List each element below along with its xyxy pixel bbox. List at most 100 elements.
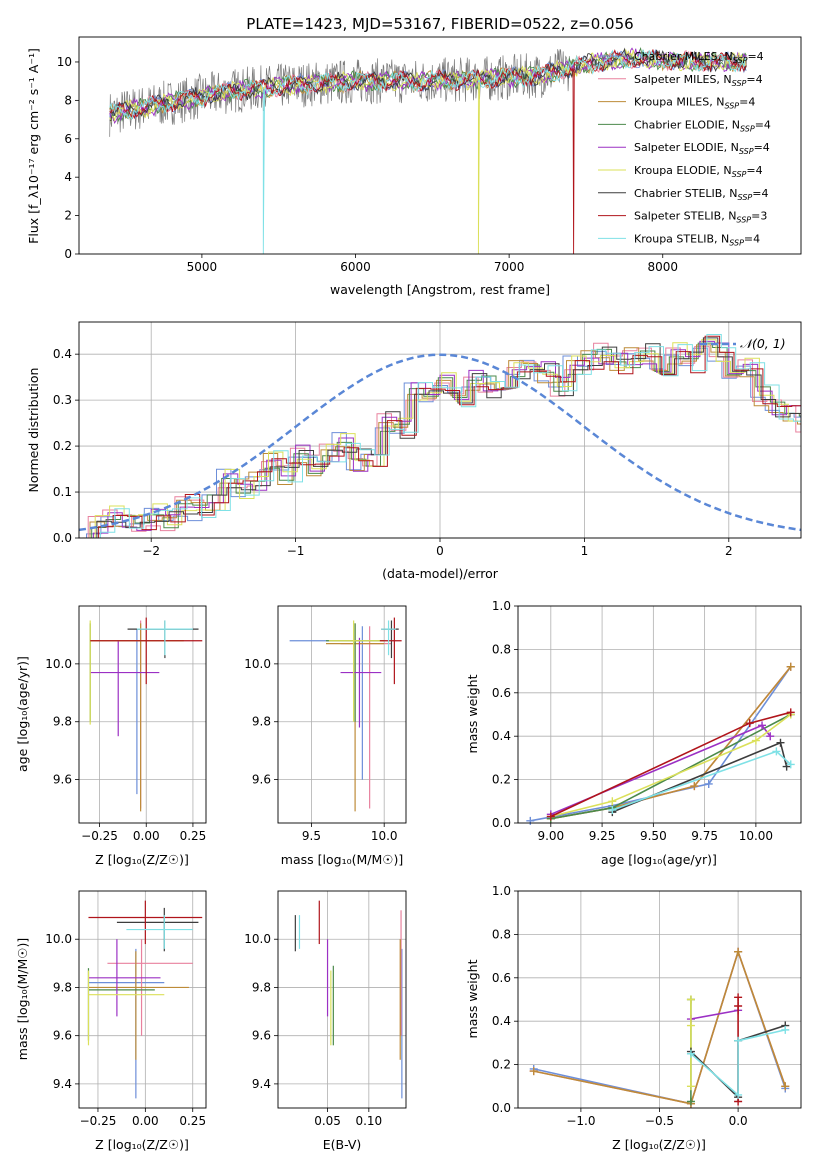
spectrum-xlabel: wavelength [Angstrom, rest frame] [330,282,550,297]
mass-weight-line [612,750,792,811]
legend-label-salpeter-elodie: Salpeter ELODIE, NSSP=4 [634,141,770,156]
mass-vs-metallicity-plot: −0.25 0.00 0.25 9.4 9.6 9.8 10.0 [45,891,206,1128]
mass-weight-vs-age-frame [517,605,802,824]
mass-weight-chabrier-miles [526,662,795,825]
mass-weight-marker [686,995,695,1004]
x-tick-label: −0.25 [80,1114,117,1128]
errorbar-kroupa-stelib [136,620,193,656]
x-tick-label: 1 [581,544,589,558]
mass-weight-marker [786,662,795,671]
y-tick-label: 9.6 [252,1029,271,1043]
legend-label-chabrier-miles: Chabrier MILES, NSSP=4 [634,50,764,65]
y-tick-label: 9.8 [53,980,72,994]
mass-weight-vs-metallicity-plot: −1.0 −0.5 0.0 0.0 0.2 0.4 0.6 0.8 1.0 [492,884,801,1128]
mass-weight-marker [781,1025,790,1034]
legend-label-salpeter-stelib: Salpeter STELIB, NSSP=3 [634,210,767,225]
y-tick-label: 9.6 [53,1029,72,1043]
x-tick-label: −0.25 [81,829,118,843]
y-tick-label: 10 [57,55,72,69]
x-tick-label: −0.5 [645,1114,674,1128]
mass-vs-ebv-frame [277,890,407,1109]
errorbar-salpeter-elodie [88,939,161,1017]
legend-label-salpeter-miles: Salpeter MILES, NSSP=4 [634,73,763,88]
figure-title: PLATE=1423, MJD=53167, FIBERID=0522, z=0… [246,15,633,33]
y-tick-label: 0.2 [53,439,72,453]
axes-ticks: 9.5 10.0 9.6 9.8 10.0 [244,606,406,843]
mass-weight-vs-age-plot: 9.00 9.25 9.50 9.75 10.00 0.0 0.2 0.4 0.6 0.8 1.0 [492,599,801,843]
axes-ticks: 0.05 0.10 9.4 9.6 9.8 10.0 [244,891,406,1128]
x-tick-label: 0.10 [355,1114,382,1128]
x-tick-label: −2 [142,544,160,558]
x-tick-label: 0.0 [729,1114,748,1128]
x-tick-label: −1 [287,544,305,558]
mass-weight-marker [734,1036,743,1045]
axes-ticks: 9.00 9.25 9.50 9.75 10.00 0.0 0.2 0.4 0.6 0.8 1.0 [492,599,801,843]
y-tick-label: 9.8 [252,715,271,729]
errorbar-chabrier-elodie [87,968,155,1041]
y-tick-label: 9.6 [53,773,72,787]
errorbar-salpeter-elodie [90,640,160,737]
histogram-kroupa-miles [79,344,801,538]
x-tick-label: 8000 [647,260,678,274]
histogram-frame [78,321,802,539]
age-vs-mass-panel: 9.5 10.0 9.6 9.8 10.0 mass [log₁₀(M/M☉)] [244,605,407,867]
legend-label-chabrier-stelib: Chabrier STELIB, NSSP=4 [634,187,768,202]
model-spectrum-kroupa-stelib [109,49,747,254]
histogram-plot: −2 −1 0 1 2 0.0 0.1 0.2 0.3 0.4 [53,322,801,558]
mass-weight-marker [608,797,617,806]
mass-weight-line [550,666,792,820]
errorbar-salpeter-elodie [340,637,382,728]
x-tick-label: 0.25 [180,829,207,843]
y-tick-label: 0.4 [492,729,511,743]
mass-weight-marker [782,762,791,771]
x-tick-label: 9.5 [302,829,321,843]
x-tick-label: 0.05 [314,1114,341,1128]
mass-vs-ebv-xlabel: E(B-V) [323,1137,362,1152]
mass-weight-marker [690,782,699,791]
y-tick-label: 0.0 [53,531,72,545]
mass-weight-kroupa-miles [546,662,795,823]
mass-vs-ebv-plot: 0.05 0.10 9.4 9.6 9.8 10.0 [244,891,406,1128]
errorbar-chabrier-stelib [127,620,199,659]
x-tick-label: 10.00 [739,829,773,843]
errorbar-kroupa-miles [88,951,189,1060]
y-tick-label: 0.0 [492,816,511,830]
mass-weight-marker [786,760,795,769]
mass-weight-line [550,713,792,818]
mass-weight-line [690,1029,786,1097]
x-tick-label: 9.50 [640,829,667,843]
model-spectrum-salpeter-stelib [109,49,747,254]
y-tick-label: 10.0 [45,932,72,946]
mass-weight-line [533,949,787,1105]
mass-vs-ebv-panel: 0.05 0.10 9.4 9.6 9.8 10.0 E(B-V) [244,890,407,1152]
y-tick-label: 10.0 [244,657,271,671]
mass-weight-salpeter-elodie [686,1006,743,1024]
spectrum-plot: 5000 6000 7000 8000 0 2 4 6 8 10 [57,46,748,274]
mass-weight-marker [781,1082,790,1091]
y-tick-label: 2 [64,209,72,223]
y-tick-label: 0.8 [492,927,511,941]
mass-weight-marker [734,993,743,1002]
y-tick-label: 10.0 [45,657,72,671]
errorbar-chabrier-miles [88,948,165,1099]
axes-ticks: 5000 6000 7000 8000 0 2 4 6 8 10 [57,55,678,274]
axes-ticks: −0.25 0.00 0.25 9.4 9.6 9.8 10.0 [45,891,206,1128]
x-tick-label: 0.00 [132,1114,159,1128]
mass-weight-marker [704,779,713,788]
mass-weight-marker [526,816,535,825]
mass-weight-marker [758,721,767,730]
y-tick-label: 1.0 [492,884,511,898]
x-tick-label: 0 [436,544,444,558]
gaussian-legend-label: 𝒩(0, 1) [740,336,786,351]
errorbar-salpeter-stelib [88,900,203,945]
mass-weight-vs-age-ylabel: mass weight [465,674,480,753]
y-tick-label: 0.2 [492,773,511,787]
mass-weight-marker [686,1082,695,1091]
age-vs-metallicity-panel: −0.25 0.00 0.25 9.6 9.8 10.0 age [log₁₀(age/y… [15,605,207,867]
x-tick-label: 5000 [187,260,218,274]
y-tick-label: 1.0 [492,599,511,613]
histogram-kroupa-elodie [80,339,801,538]
mass-weight-vs-metallicity-frame [517,890,802,1109]
mass-weight-marker [686,1049,695,1058]
